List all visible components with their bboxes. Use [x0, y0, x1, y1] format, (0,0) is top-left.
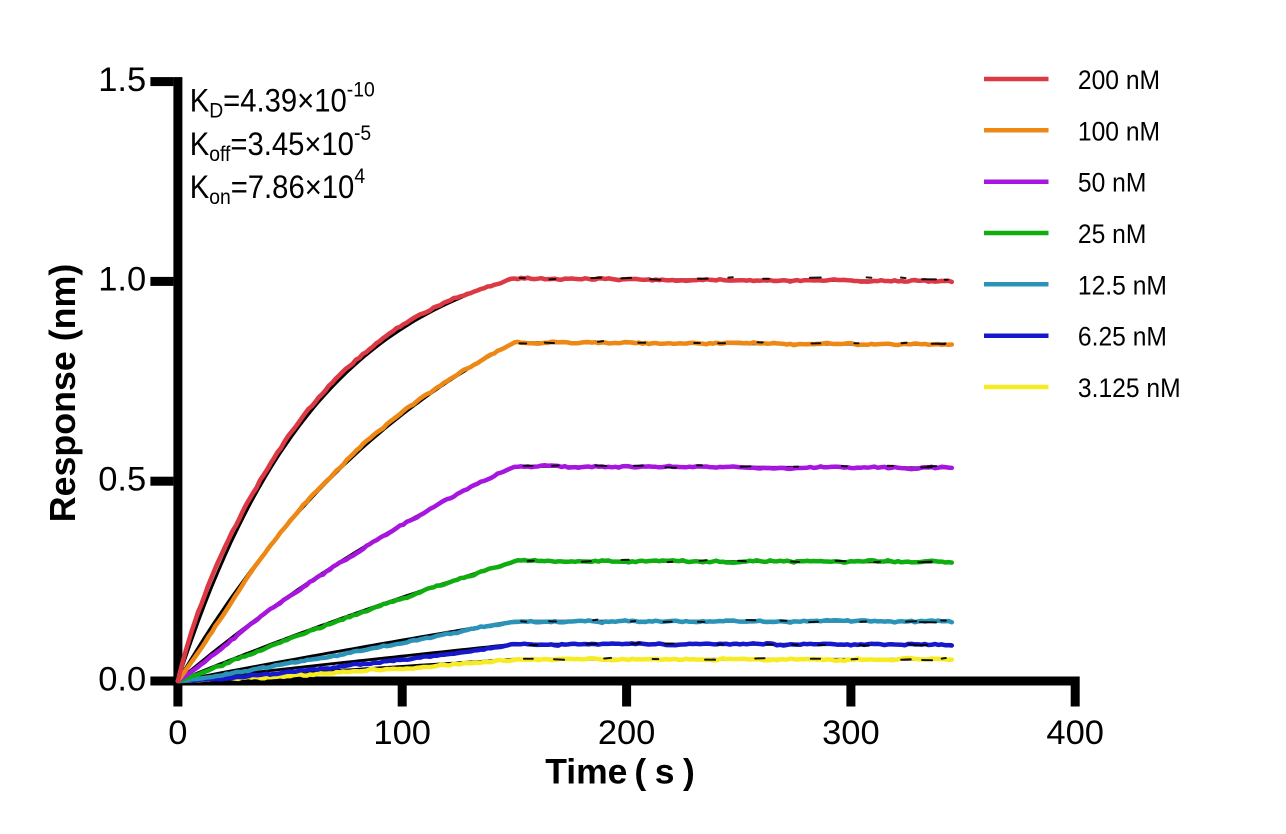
svg-text:1.5: 1.5: [98, 61, 146, 99]
svg-text:100 nM: 100 nM: [1078, 118, 1160, 147]
svg-text:0: 0: [168, 714, 187, 752]
svg-text:1.0: 1.0: [98, 261, 146, 299]
svg-text:Koff=3.45×10-5: Koff=3.45×10-5: [190, 121, 371, 166]
svg-text:0.5: 0.5: [98, 461, 146, 499]
svg-text:300: 300: [822, 714, 880, 752]
svg-text:Response (nm): Response (nm): [43, 264, 83, 523]
svg-text:25 nM: 25 nM: [1078, 220, 1146, 249]
svg-text:400: 400: [1046, 714, 1104, 752]
svg-text:KD=4.39×10-10: KD=4.39×10-10: [190, 78, 375, 123]
svg-text:3.125 nM: 3.125 nM: [1078, 374, 1181, 403]
svg-text:200 nM: 200 nM: [1078, 66, 1160, 95]
svg-text:0.0: 0.0: [98, 660, 146, 698]
svg-text:100: 100: [373, 714, 431, 752]
svg-text:Time(s): Time(s): [545, 752, 695, 792]
svg-text:200: 200: [598, 714, 656, 752]
svg-text:12.5 nM: 12.5 nM: [1078, 272, 1167, 301]
svg-text:50 nM: 50 nM: [1078, 169, 1146, 198]
svg-text:6.25 nM: 6.25 nM: [1078, 323, 1167, 352]
svg-text:Kon=7.86×104: Kon=7.86×104: [190, 164, 365, 209]
